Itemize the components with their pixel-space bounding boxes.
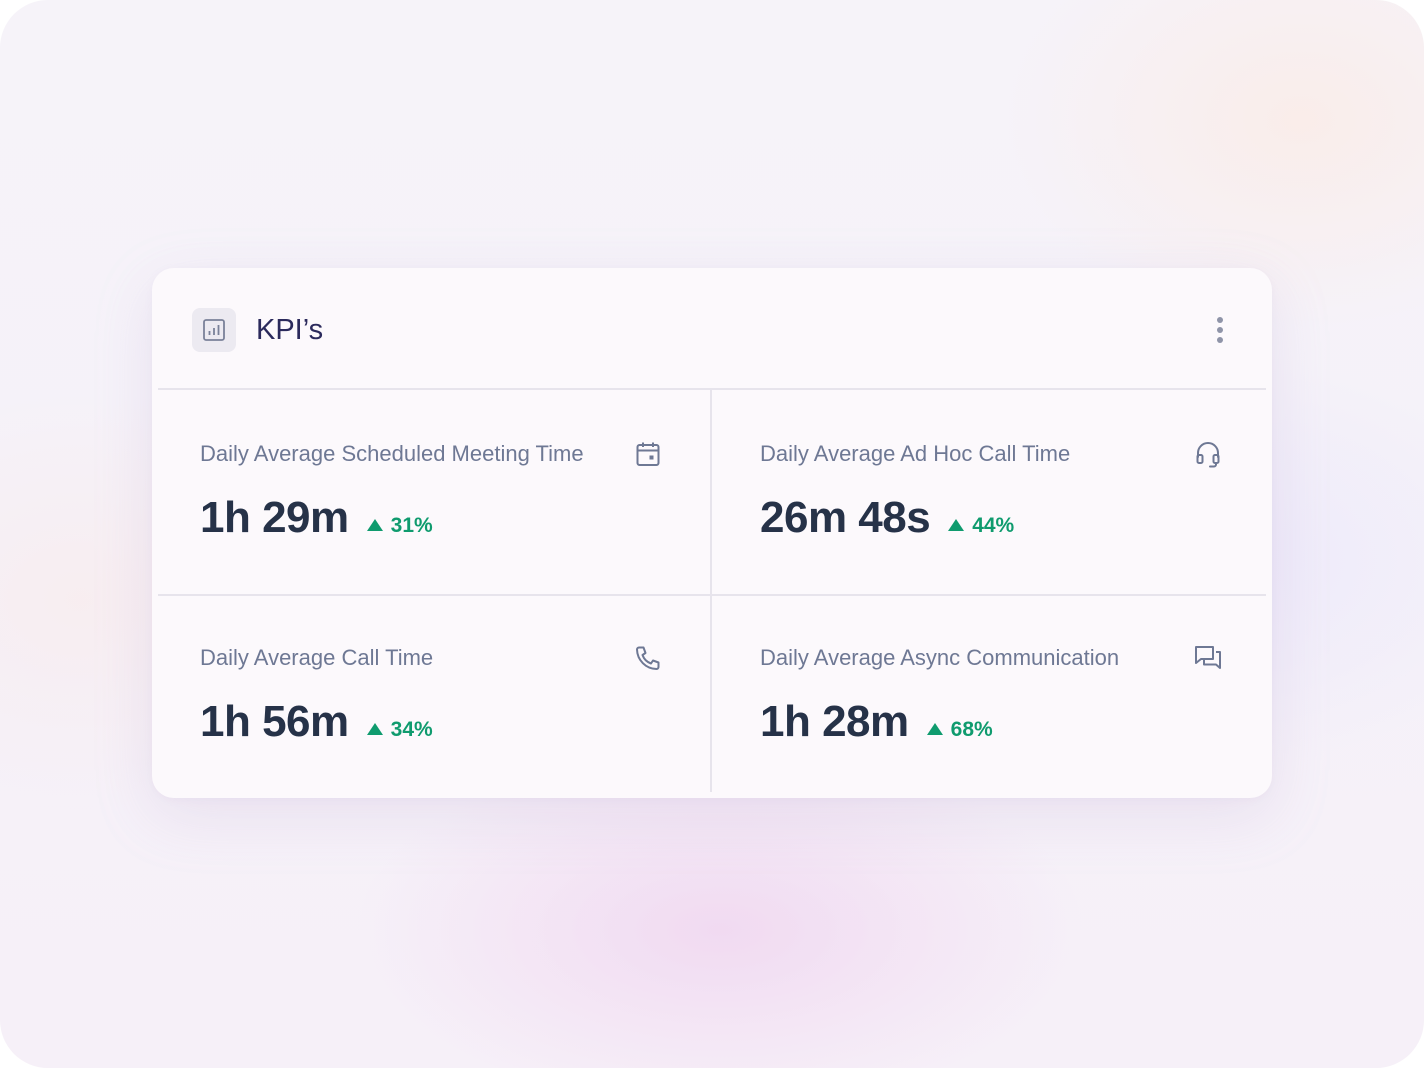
kpi-label: Daily Average Scheduled Meeting Time [200, 441, 584, 466]
calendar-icon [632, 438, 664, 470]
kpi-value-row: 26m 48s 44% [760, 492, 1014, 544]
kpi-change-value: 34% [390, 718, 433, 741]
kpi-value-row: 1h 28m 68% [760, 696, 993, 748]
trend-up-icon [926, 723, 943, 735]
kpi-ad-hoc-call-time: Daily Average Ad Hoc Call Time 26m 48s 4… [760, 440, 1270, 620]
kpi-change: 44% [948, 514, 1014, 538]
kpi-change: 34% [366, 718, 433, 742]
trend-up-icon [366, 519, 383, 531]
more-options-button[interactable] [1204, 312, 1236, 348]
phone-icon [632, 642, 664, 674]
kpi-value: 1h 28m [760, 697, 909, 746]
card-header: KPI’s [152, 268, 1272, 389]
kpi-call-time: Daily Average Call Time 1h 56m 34% [200, 644, 710, 824]
trend-up-icon [366, 723, 383, 735]
headset-icon [1192, 438, 1224, 470]
kpi-change-value: 31% [390, 514, 433, 537]
kpi-label: Daily Average Async Communication [760, 645, 1120, 670]
bar-chart-icon [192, 308, 236, 352]
row-divider [158, 594, 1266, 596]
trend-up-icon [948, 519, 965, 531]
kpi-change: 68% [926, 718, 993, 742]
more-vertical-icon [1217, 317, 1223, 343]
kpi-value: 1h 29m [200, 493, 349, 542]
card-title: KPI’s [256, 314, 324, 346]
kpi-change-value: 44% [972, 514, 1015, 537]
kpi-scheduled-meeting-time: Daily Average Scheduled Meeting Time 1h … [200, 440, 710, 620]
kpi-label: Daily Average Call Time [200, 645, 434, 670]
kpi-value: 1h 56m [200, 697, 349, 746]
kpi-label: Daily Average Ad Hoc Call Time [760, 441, 1071, 466]
kpi-change-value: 68% [950, 718, 993, 741]
kpi-card: KPI’s Daily Average Scheduled Meeting Ti… [152, 268, 1272, 798]
kpi-async-communication: Daily Average Async Communication 1h 28m… [760, 644, 1270, 824]
kpi-value: 26m 48s [760, 493, 931, 542]
column-divider [710, 390, 712, 792]
kpi-value-row: 1h 56m 34% [200, 696, 433, 748]
chat-bubbles-icon [1192, 642, 1224, 674]
header-divider [158, 388, 1266, 390]
kpi-change: 31% [366, 514, 433, 538]
kpi-value-row: 1h 29m 31% [200, 492, 433, 544]
